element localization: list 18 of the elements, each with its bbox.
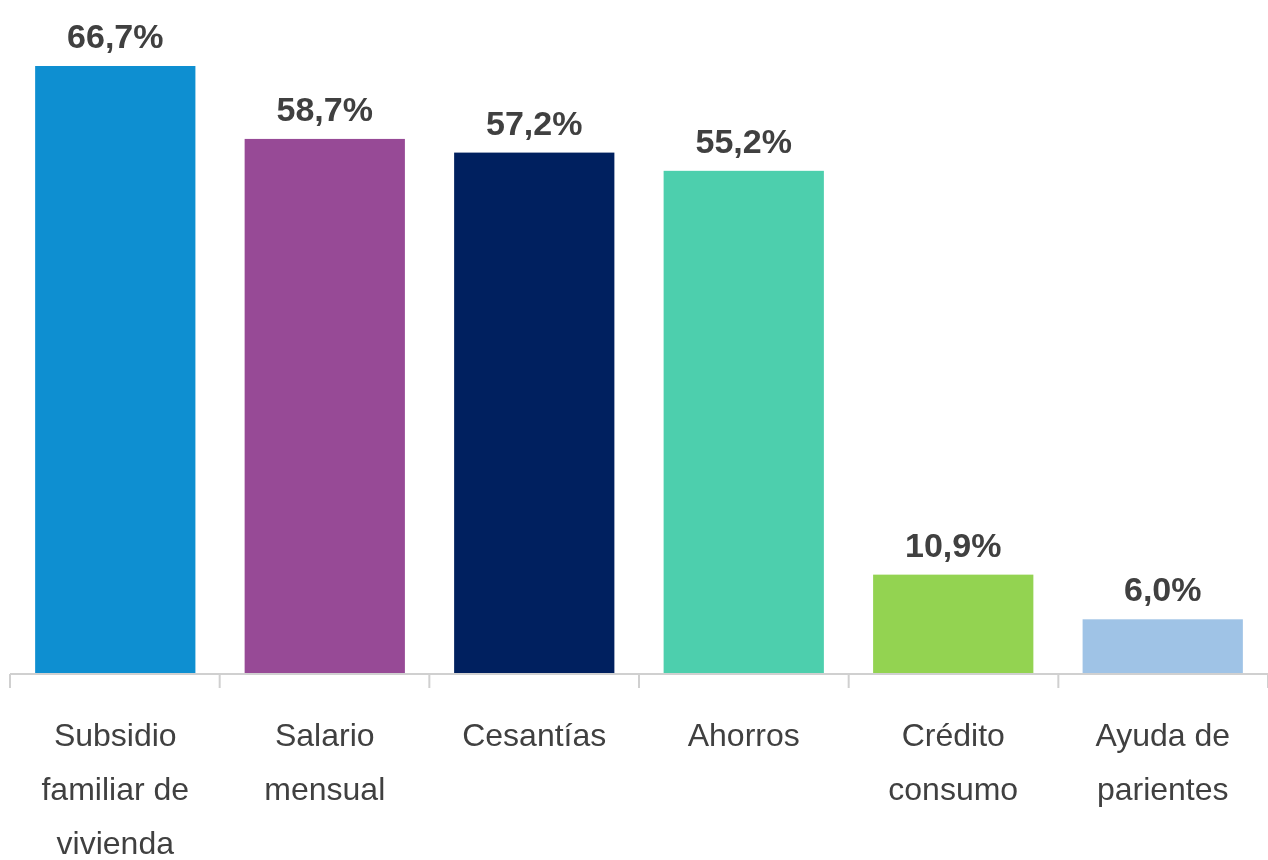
bar — [244, 138, 405, 674]
data-label: 10,9% — [905, 525, 1002, 564]
data-label: 66,7% — [67, 17, 164, 55]
data-label: 6,0% — [1123, 570, 1202, 609]
bar — [873, 574, 1034, 674]
bar — [1082, 619, 1243, 674]
data-label: 55,2% — [695, 121, 792, 160]
data-label: 57,2% — [486, 103, 583, 142]
x-tick-label: Subsidio familiar de vivienda — [41, 717, 190, 860]
data-label: 58,7% — [276, 89, 373, 128]
x-tick-label: Ayuda de parientes — [1095, 717, 1231, 807]
x-tick-label: Cesantías — [462, 717, 607, 753]
bar — [35, 66, 196, 674]
bar — [663, 170, 824, 674]
x-tick-label: Ahorros — [687, 717, 800, 753]
x-tick-label: Crédito consumo — [888, 717, 1019, 807]
bar — [454, 152, 615, 674]
x-tick-label: Salario mensual — [264, 717, 386, 807]
